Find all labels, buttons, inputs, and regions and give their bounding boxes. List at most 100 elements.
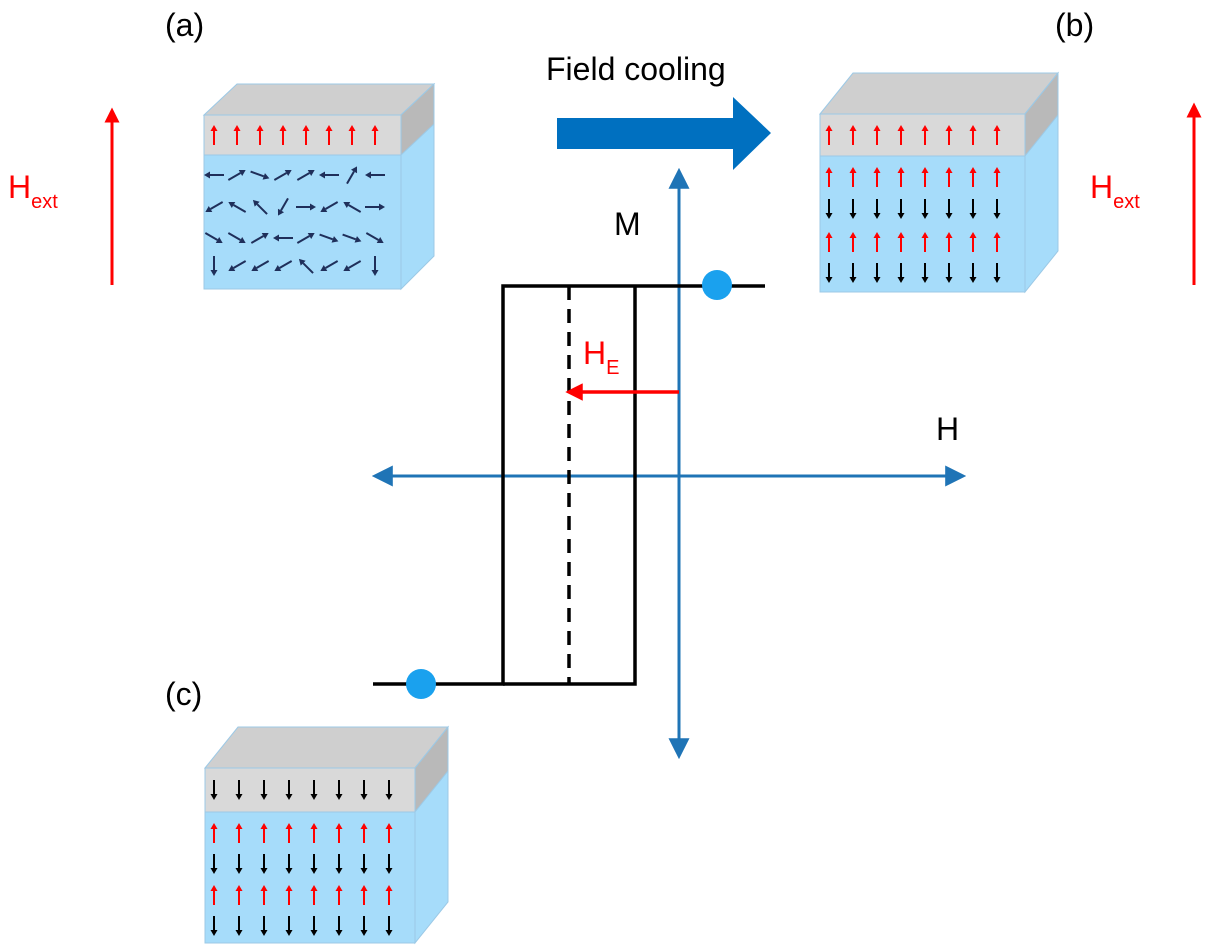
spin-down-arrow [285, 780, 293, 800]
spin-up-arrow [235, 823, 243, 843]
spin-up-arrow [210, 885, 218, 905]
spin-down-arrow [210, 780, 218, 800]
spin-up-arrow [873, 232, 881, 252]
spin-down-arrow [210, 916, 218, 936]
spin-up-arrow [897, 125, 905, 145]
panel-b-label: (b) [1055, 7, 1094, 43]
spin-random-arrow [252, 199, 268, 215]
spin-down-arrow [825, 199, 833, 219]
spin-down-arrow [335, 854, 343, 874]
spin-up-arrow [825, 125, 833, 145]
spin-random-arrow [273, 234, 293, 242]
spin-up-arrow [385, 823, 393, 843]
spin-up-arrow [260, 885, 268, 905]
spin-down-arrow [285, 916, 293, 936]
h-axis-label: H [936, 411, 959, 447]
spin-up-arrow [993, 232, 1001, 252]
spin-up-arrow [921, 167, 929, 187]
spin-down-arrow [969, 263, 977, 283]
spin-random-arrow [273, 169, 292, 181]
spin-up-arrow [921, 232, 929, 252]
spin-down-arrow [897, 199, 905, 219]
spin-random-arrow [365, 232, 384, 244]
cube-c-spins [210, 780, 393, 936]
spin-down-arrow [260, 780, 268, 800]
spin-down-arrow [969, 199, 977, 219]
spin-down-arrow [945, 263, 953, 283]
panel-a-label: (a) [165, 7, 204, 43]
spin-random-arrow [251, 260, 270, 272]
spin-up-arrow [849, 125, 857, 145]
spin-random-arrow [319, 233, 339, 243]
spin-up-arrow [233, 125, 241, 145]
spin-down-arrow [235, 916, 243, 936]
spin-random-arrow [342, 233, 362, 243]
hext-label-right: Hext [1090, 169, 1140, 213]
spin-up-arrow [849, 167, 857, 187]
field-cooling-label: Field cooling [546, 51, 726, 87]
panel-c-label: (c) [165, 676, 202, 712]
spin-down-arrow [897, 263, 905, 283]
m-axis-label: M [614, 206, 641, 242]
spin-up-arrow [335, 885, 343, 905]
spin-up-arrow [945, 125, 953, 145]
spin-up-arrow [969, 125, 977, 145]
spin-random-arrow [204, 171, 224, 179]
spin-down-arrow [360, 916, 368, 936]
spin-up-arrow [945, 167, 953, 187]
spin-up-arrow [969, 167, 977, 187]
cube-a-spins [204, 125, 385, 276]
spin-random-arrow [296, 169, 315, 181]
spin-up-arrow [360, 885, 368, 905]
spin-up-arrow [897, 232, 905, 252]
spin-up-arrow [285, 823, 293, 843]
spin-up-arrow [310, 823, 318, 843]
spin-random-arrow [320, 260, 339, 272]
spin-random-arrow [250, 170, 270, 180]
spin-random-arrow [319, 171, 339, 179]
spin-random-arrow [296, 232, 315, 244]
spin-up-arrow [279, 125, 287, 145]
spin-down-arrow [385, 854, 393, 874]
hext-label-left: Hext [8, 169, 58, 213]
spin-up-arrow [360, 823, 368, 843]
cube-c [203, 725, 450, 945]
spin-down-arrow [210, 854, 218, 874]
spin-down-arrow [335, 780, 343, 800]
spin-down-arrow [993, 199, 1001, 219]
field-cooling-arrow [557, 97, 771, 170]
spin-down-arrow [335, 916, 343, 936]
spin-random-arrow [274, 260, 293, 272]
spin-up-arrow [210, 125, 218, 145]
spin-up-arrow [825, 232, 833, 252]
spin-up-arrow [371, 125, 379, 145]
spin-up-arrow [993, 167, 1001, 187]
spin-random-arrow [227, 232, 246, 244]
spin-up-arrow [260, 823, 268, 843]
saturation-marker-positive [702, 270, 732, 300]
cube-a [202, 82, 436, 291]
spin-random-arrow [250, 232, 269, 244]
spin-down-arrow [945, 199, 953, 219]
spin-down-arrow [385, 780, 393, 800]
spin-random-arrow [365, 171, 385, 179]
spin-up-arrow [921, 125, 929, 145]
spin-up-arrow [302, 125, 310, 145]
spin-up-arrow [325, 125, 333, 145]
spin-down-arrow [310, 854, 318, 874]
exchange-bias-label: HE [583, 335, 619, 379]
spin-random-arrow [296, 203, 316, 211]
spin-random-arrow [343, 201, 362, 213]
spin-random-arrow [204, 232, 223, 244]
spin-random-arrow [228, 201, 247, 213]
spin-down-arrow [921, 263, 929, 283]
spin-down-arrow [310, 780, 318, 800]
spin-up-arrow [348, 125, 356, 145]
spin-up-arrow [235, 885, 243, 905]
spin-down-arrow [873, 263, 881, 283]
cube-b-spins [825, 125, 1001, 283]
spin-up-arrow [969, 232, 977, 252]
spin-up-arrow [849, 232, 857, 252]
spin-down-arrow [310, 916, 318, 936]
spin-down-arrow [385, 916, 393, 936]
